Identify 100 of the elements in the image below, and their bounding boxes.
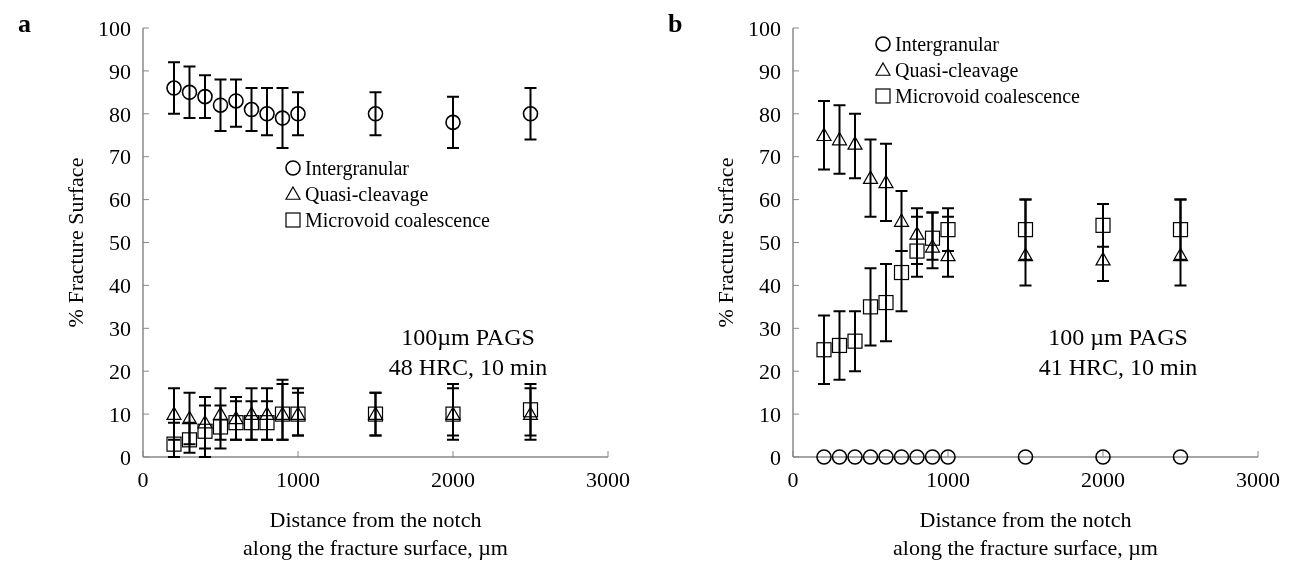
y-tick-label: 90	[109, 58, 131, 84]
y-tick-label: 70	[759, 144, 781, 170]
point	[243, 415, 260, 431]
point	[212, 419, 229, 435]
point	[522, 402, 539, 418]
y-axis-title: % Fracture Surface	[713, 157, 738, 328]
point	[940, 449, 956, 465]
point	[816, 449, 832, 465]
point	[924, 230, 941, 246]
point	[522, 406, 539, 420]
point	[1172, 222, 1189, 238]
point	[243, 406, 260, 420]
point	[1172, 247, 1189, 262]
point	[166, 406, 182, 420]
point	[1172, 449, 1189, 465]
legend-label: Intergranular	[895, 33, 1000, 56]
legend-label: Quasi-cleavage	[305, 183, 429, 206]
point	[212, 406, 229, 420]
x-tick-label: 0	[787, 467, 799, 492]
x-tick-label: 1000	[276, 467, 320, 492]
x-tick-label: 2000	[1081, 467, 1125, 492]
x-axis-title: Distance from the notch along the fracture surface, µm	[243, 507, 508, 560]
legend-label: Intergranular	[305, 157, 410, 180]
y-tick-label: 90	[759, 58, 781, 84]
point	[228, 410, 244, 425]
x-tick-label: 1000	[926, 467, 970, 492]
y-tick-label: 60	[109, 187, 131, 213]
legend-label: Microvoid coalescence	[305, 209, 491, 231]
y-tick-label: 80	[109, 101, 131, 127]
point	[924, 449, 941, 465]
point	[878, 174, 894, 189]
legend-label: Microvoid coalescence	[895, 85, 1081, 107]
y-tick-label: 0	[120, 444, 131, 470]
y-tick-label: 0	[770, 444, 781, 470]
chart-title: b	[668, 9, 683, 38]
y-tick-label: 80	[759, 101, 781, 127]
annotation: 100µm PAGS 48 HRC, 10 min	[388, 324, 548, 380]
x-tick-label: 3000	[1236, 467, 1280, 492]
point	[847, 136, 863, 150]
point	[878, 294, 894, 311]
y-tick-label: 30	[109, 316, 131, 341]
point	[1095, 449, 1111, 465]
point	[878, 449, 894, 465]
point	[181, 410, 198, 425]
point	[1017, 222, 1034, 238]
y-tick-label: 100	[748, 15, 781, 41]
point	[940, 222, 956, 238]
point	[259, 106, 275, 122]
point	[862, 170, 879, 184]
point	[274, 110, 291, 126]
x-axis-title: Distance from the notch along the fracture surface, µm	[893, 507, 1158, 560]
point	[893, 449, 910, 465]
y-tick-label: 40	[759, 273, 781, 299]
point	[197, 423, 213, 439]
point	[166, 436, 182, 452]
point	[212, 97, 229, 114]
legend-label: Quasi-cleavage	[895, 59, 1019, 82]
point	[893, 264, 910, 281]
x-tick-label: 3000	[586, 467, 630, 492]
point	[1017, 247, 1034, 262]
point	[862, 299, 879, 315]
x-tick-label: 2000	[431, 467, 475, 492]
y-tick-label: 10	[109, 401, 131, 427]
x-tick-label: 0	[137, 467, 149, 492]
point	[909, 243, 925, 259]
point	[228, 93, 244, 109]
y-axis-title: % Fracture Surface	[63, 157, 88, 328]
point	[816, 342, 832, 358]
point	[445, 114, 461, 131]
point	[259, 415, 275, 431]
point	[259, 406, 275, 420]
point	[831, 337, 848, 354]
chart-title: a	[18, 9, 31, 38]
point	[181, 84, 198, 101]
y-tick-label: 50	[109, 230, 131, 256]
point	[228, 415, 244, 431]
y-tick-label: 100	[98, 15, 131, 41]
y-tick-label: 60	[759, 187, 781, 213]
point	[909, 449, 925, 465]
y-tick-label: 20	[109, 358, 131, 384]
point	[181, 432, 198, 448]
point	[197, 415, 213, 429]
point	[831, 131, 848, 146]
point	[522, 106, 539, 122]
y-tick-label: 30	[759, 316, 781, 341]
point	[924, 239, 941, 253]
point	[1017, 449, 1034, 465]
point	[166, 80, 182, 96]
point	[290, 106, 306, 122]
point	[1095, 217, 1111, 233]
point	[1095, 252, 1111, 266]
point	[367, 106, 384, 122]
point	[831, 449, 848, 465]
point	[847, 333, 863, 349]
point	[909, 226, 925, 240]
annotation: 100 µm PAGS 41 HRC, 10 min	[1038, 324, 1198, 380]
point	[847, 449, 863, 465]
y-tick-label: 70	[109, 144, 131, 170]
point	[197, 88, 213, 105]
point	[893, 213, 910, 227]
